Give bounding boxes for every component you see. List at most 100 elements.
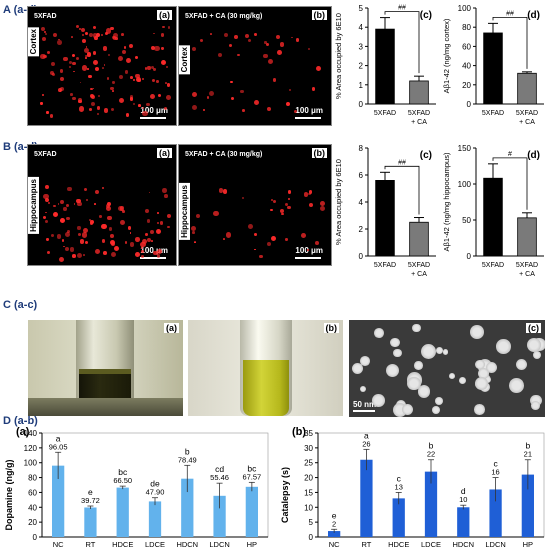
bar bbox=[375, 180, 395, 257]
plaque-dot bbox=[244, 34, 249, 39]
plaque-dot bbox=[141, 107, 144, 110]
scale-label: 100 μm bbox=[140, 106, 168, 115]
plaque-dot bbox=[192, 46, 197, 51]
plaque-dot bbox=[122, 210, 125, 213]
plaque-dot bbox=[65, 203, 70, 208]
plaque-dot bbox=[117, 205, 124, 212]
plaque-dot bbox=[87, 67, 89, 70]
scale-label: 100 μm bbox=[295, 106, 323, 115]
significance-label: ## bbox=[506, 10, 514, 17]
plaque-dot bbox=[223, 238, 225, 241]
nanoparticle bbox=[401, 403, 414, 416]
nanoparticle bbox=[407, 376, 421, 391]
data-label: 66.50 bbox=[113, 476, 132, 485]
x-tick-label: LDCN bbox=[485, 540, 505, 549]
tube-liquid-yellow bbox=[243, 360, 289, 416]
nanoparticle bbox=[351, 362, 364, 375]
plaque-dot bbox=[81, 232, 88, 238]
microscopy-hippocampus-5xfad: 5XFAD (a) Hippocampus 100 μm bbox=[27, 144, 177, 266]
y-tick-label: 3 bbox=[359, 42, 364, 51]
plaque-dot bbox=[45, 185, 50, 190]
nanoparticle bbox=[412, 323, 421, 332]
plaque-dot bbox=[96, 112, 99, 115]
plaque-dot bbox=[144, 67, 148, 71]
bar bbox=[489, 489, 502, 537]
significance-bracket bbox=[384, 11, 420, 74]
plaque-dot bbox=[41, 36, 47, 42]
plaque-dot bbox=[241, 197, 244, 200]
plaque-dot bbox=[141, 250, 144, 253]
plaque-dot bbox=[124, 241, 128, 244]
nanoparticle bbox=[459, 377, 467, 385]
panel-letter: (c) bbox=[420, 10, 432, 21]
plaque-dot bbox=[85, 56, 87, 59]
y-tick-label: 100 bbox=[458, 180, 472, 189]
y-tick-label: 25 bbox=[304, 459, 313, 468]
plaque-dot bbox=[96, 106, 101, 110]
plaque-dot bbox=[40, 102, 43, 105]
bar bbox=[409, 221, 429, 257]
data-label: 22 bbox=[427, 450, 435, 459]
plaque-dot bbox=[308, 190, 313, 194]
plaque-dot bbox=[92, 51, 97, 55]
chart-a-d: 0 20 40 60 80 100 5XFAD 5XFAD + CA ## (d) Aβ1-42 (n… bbox=[442, 4, 544, 126]
scale-label: 100 μm bbox=[295, 246, 323, 255]
y-axis-label: Aβ1-42 (ng/mg hippocampus) bbox=[442, 152, 451, 251]
plaque-dot bbox=[236, 53, 240, 57]
y-tick-label: 140 bbox=[24, 429, 38, 438]
plaque-dot bbox=[92, 87, 95, 90]
nanoparticle bbox=[509, 378, 524, 394]
plaque-dot bbox=[151, 240, 153, 242]
y-tick-label: 5 bbox=[359, 4, 364, 13]
plaque-dot bbox=[60, 69, 64, 73]
plaque-dot bbox=[230, 97, 235, 101]
plaque-dot bbox=[112, 89, 114, 92]
plaque-dot bbox=[146, 219, 151, 223]
plaque-dot bbox=[306, 249, 309, 251]
bar bbox=[483, 32, 503, 105]
plaque-dot bbox=[99, 215, 102, 218]
region-label-cortex: Cortex bbox=[179, 45, 190, 75]
plaque-dot bbox=[151, 79, 155, 83]
plaque-dot bbox=[109, 239, 115, 245]
nanoparticle bbox=[485, 362, 497, 374]
plaque-dot bbox=[213, 210, 219, 216]
bar bbox=[392, 498, 405, 537]
bar bbox=[84, 507, 97, 537]
plaque-dot bbox=[135, 237, 140, 242]
y-axis-label: Aβ1-42 (ng/mg cortex) bbox=[442, 18, 451, 93]
plaque-dot bbox=[145, 232, 149, 236]
plaque-dot bbox=[285, 202, 289, 206]
plaque-dot bbox=[254, 248, 257, 251]
nanoparticle bbox=[478, 367, 490, 379]
x-tick-label: 5XFAD bbox=[482, 262, 504, 269]
y-tick-label: 2 bbox=[359, 62, 364, 71]
x-tick-label: LDCE bbox=[421, 540, 441, 549]
chart-a-c: 0 1 2 3 4 5 5XFAD 5XFAD + CA ## (c) % Area occupied… bbox=[334, 4, 436, 126]
plaque-dot bbox=[46, 250, 51, 255]
bar bbox=[409, 80, 429, 105]
plaque-dot bbox=[121, 49, 127, 54]
plaque-dot bbox=[68, 60, 72, 64]
nanoparticle bbox=[372, 394, 385, 407]
data-label: 10 bbox=[459, 495, 467, 504]
nanoparticle bbox=[359, 356, 370, 367]
plaque-dot bbox=[267, 106, 272, 112]
plaque-dot bbox=[287, 206, 291, 210]
plaque-dot bbox=[110, 86, 114, 90]
plaque-dot bbox=[45, 211, 48, 214]
scale-label: 50 nm bbox=[353, 400, 377, 409]
x-tick-label: 5XFAD bbox=[374, 110, 396, 117]
row-label-d: D (a-b) bbox=[3, 415, 38, 427]
plaque-dot bbox=[107, 215, 112, 221]
plaque-dot bbox=[141, 77, 145, 80]
region-label-cortex: Cortex bbox=[28, 27, 39, 57]
plaque-dot bbox=[320, 200, 326, 206]
plaque-dot bbox=[192, 231, 195, 234]
plaque-dot bbox=[153, 250, 158, 256]
y-tick-label: 4 bbox=[359, 23, 364, 32]
plaque-dot bbox=[93, 36, 98, 40]
plaque-dot bbox=[63, 207, 67, 211]
plaque-dot bbox=[82, 254, 85, 257]
significance-bracket bbox=[384, 165, 420, 215]
